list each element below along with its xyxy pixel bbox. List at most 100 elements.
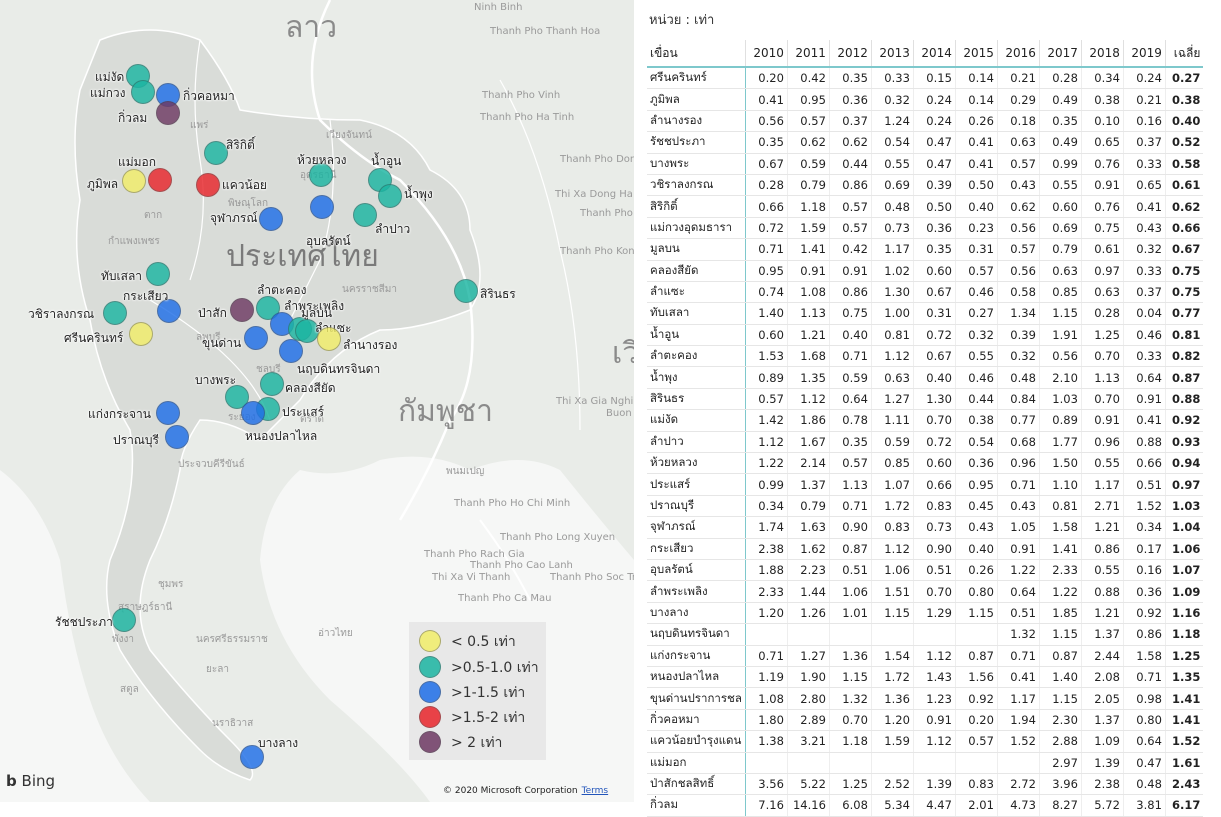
table-row[interactable]: สิริกิติ์ 0.66 1.18 0.57 0.48 0.50 0.40 0.62 0.6… bbox=[647, 195, 1204, 218]
average-cell: 0.52 bbox=[1164, 131, 1204, 154]
year-value-cell: 2.80 bbox=[787, 687, 830, 710]
table-row[interactable]: ศรีนครินทร์ 0.20 0.42 0.35 0.33 0.15 0.14 0.21 0… bbox=[647, 67, 1204, 90]
dam-marker[interactable] bbox=[156, 401, 180, 425]
bing-logo[interactable]: b Bing bbox=[6, 772, 55, 790]
table-row[interactable]: วชิราลงกรณ 0.28 0.79 0.86 0.69 0.39 0.50 0.43 0.… bbox=[647, 174, 1204, 197]
table-row[interactable]: ลำแซะ 0.74 1.08 0.86 1.30 0.67 0.46 0.58 0.85 0.6… bbox=[647, 281, 1204, 304]
year-value-cell: 2.38 bbox=[745, 538, 788, 560]
dam-marker[interactable] bbox=[279, 339, 303, 363]
dam-marker[interactable] bbox=[260, 372, 284, 396]
dam-marker[interactable] bbox=[309, 163, 333, 187]
year-value-cell: 0.58 bbox=[997, 281, 1040, 304]
table-row[interactable]: สิรินธร 0.57 1.12 0.64 1.27 1.30 0.44 0.84 1.03 0… bbox=[647, 388, 1204, 411]
table-row[interactable]: หนองปลาไหล 1.19 1.90 1.15 1.72 1.43 1.56 0.41 1.… bbox=[647, 666, 1204, 689]
table-row[interactable]: ลำนางรอง 0.56 0.57 0.37 1.24 0.24 0.26 0.18 0.35… bbox=[647, 110, 1204, 133]
column-header-average[interactable]: เฉลี่ย bbox=[1164, 40, 1204, 68]
table-row[interactable]: มูลบน 0.71 1.41 0.42 1.17 0.35 0.31 0.57 0.79 0.6… bbox=[647, 238, 1204, 261]
column-header-year[interactable]: 2011 bbox=[787, 40, 830, 68]
dam-marker[interactable] bbox=[230, 298, 254, 322]
legend-label: >1.5-2 เท่า bbox=[451, 710, 526, 726]
dam-marker[interactable] bbox=[148, 168, 172, 192]
dam-marker[interactable] bbox=[129, 322, 153, 346]
dam-marker[interactable] bbox=[454, 279, 478, 303]
dam-marker[interactable] bbox=[165, 425, 189, 449]
dam-marker[interactable] bbox=[259, 207, 283, 231]
year-value-cell: 14.16 bbox=[787, 794, 830, 817]
column-header-year[interactable]: 2013 bbox=[871, 40, 914, 68]
table-row[interactable]: รัชชประภา 0.35 0.62 0.62 0.54 0.47 0.41 0.63 0.4… bbox=[647, 131, 1204, 154]
dam-marker[interactable] bbox=[146, 262, 170, 286]
dam-marker[interactable] bbox=[103, 301, 127, 325]
column-header-year[interactable]: 2016 bbox=[997, 40, 1040, 68]
year-value-cell: 0.92 bbox=[1123, 602, 1166, 625]
year-value-cell: 1.52 bbox=[1123, 495, 1166, 518]
column-header-year[interactable]: 2018 bbox=[1081, 40, 1124, 68]
table-row[interactable]: ทับเสลา 1.40 1.13 0.75 1.00 0.31 0.27 1.34 1.15 0… bbox=[647, 302, 1204, 325]
table-row[interactable]: ปราณบุรี 0.34 0.79 0.71 1.72 0.83 0.45 0.43 0.81… bbox=[647, 495, 1204, 518]
table-row[interactable]: บางพระ 0.67 0.59 0.44 0.55 0.47 0.41 0.57 0.99 0.… bbox=[647, 153, 1204, 175]
dam-marker[interactable] bbox=[112, 608, 136, 632]
table-row[interactable]: อุบลรัตน์ 1.88 2.23 0.51 1.06 0.51 0.26 1.22 2.3… bbox=[647, 559, 1204, 582]
dam-marker[interactable] bbox=[156, 101, 180, 125]
dam-marker[interactable] bbox=[196, 173, 220, 197]
map-place-label: Thanh Pho Cao Lanh bbox=[470, 560, 573, 571]
dam-marker[interactable] bbox=[378, 184, 402, 208]
dam-marker[interactable] bbox=[131, 80, 155, 104]
column-header-year[interactable]: 2015 bbox=[955, 40, 998, 68]
dam-marker[interactable] bbox=[157, 299, 181, 323]
year-value-cell: 0.69 bbox=[1039, 217, 1082, 240]
table-row[interactable]: ขุนด่านปราการชล 1.08 2.80 1.32 1.36 1.23 0.92 1… bbox=[647, 687, 1204, 710]
table-row[interactable]: ลำปาว 1.12 1.67 0.35 0.59 0.72 0.54 0.68 1.77 0.9… bbox=[647, 431, 1204, 454]
year-value-cell: 0.71 bbox=[829, 495, 872, 518]
column-header-year[interactable]: 2010 bbox=[745, 40, 788, 68]
table-row[interactable]: ห้วยหลวง 1.22 2.14 0.57 0.85 0.60 0.36 0.96 1.50… bbox=[647, 452, 1204, 475]
dam-marker[interactable] bbox=[204, 141, 228, 165]
year-value-cell: 0.42 bbox=[829, 238, 872, 261]
unit-label: หน่วย : เท่า bbox=[649, 13, 715, 28]
table-row[interactable]: นฤบดินทรจินดา 1.32 1.15 1.37 0.86 1.18 bbox=[647, 623, 1204, 646]
table-row[interactable]: แม่งัด 1.42 1.86 0.78 1.11 0.70 0.38 0.77 0.89 0.… bbox=[647, 409, 1204, 432]
year-value-cell: 0.56 bbox=[745, 110, 788, 133]
table-row[interactable]: บางลาง 1.20 1.26 1.01 1.15 1.29 1.15 0.51 1.85 1.… bbox=[647, 602, 1204, 625]
dam-marker[interactable] bbox=[317, 327, 341, 351]
table-row[interactable]: แม่กวงอุดมธารา 0.72 1.59 0.57 0.73 0.36 0.23 0.… bbox=[647, 217, 1204, 240]
table-row[interactable]: กระเสียว 2.38 1.62 0.87 1.12 0.90 0.40 0.91 1.41… bbox=[647, 538, 1204, 560]
table-row[interactable]: แม่มอก 2.97 1.39 0.47 1.61 bbox=[647, 752, 1204, 774]
column-header-dam[interactable]: เขื่อน bbox=[647, 40, 746, 68]
column-header-year[interactable]: 2012 bbox=[829, 40, 872, 68]
dam-marker[interactable] bbox=[244, 326, 268, 350]
dam-marker[interactable] bbox=[310, 195, 334, 219]
year-value-cell: 0.14 bbox=[955, 67, 998, 90]
dam-marker[interactable] bbox=[295, 319, 319, 343]
table-row[interactable]: ภูมิพล 0.41 0.95 0.36 0.32 0.24 0.14 0.29 0.49 0.… bbox=[647, 88, 1204, 111]
terms-link[interactable]: Terms bbox=[581, 786, 609, 796]
table-row[interactable]: ลำพระเพลิง 2.33 1.44 1.06 1.51 0.70 0.80 0.64 1.… bbox=[647, 580, 1204, 603]
dam-marker[interactable] bbox=[122, 169, 146, 193]
year-value-cell: 2.10 bbox=[1039, 366, 1082, 389]
year-value-cell: 0.35 bbox=[913, 238, 956, 261]
table-row[interactable]: กิ่วคอหมา 1.80 2.89 0.70 1.20 0.91 0.20 1.94 2.3… bbox=[647, 709, 1204, 732]
table-row[interactable]: ป่าสักชลสิทธิ์ 3.56 5.22 1.25 2.52 1.39 0.83 2.… bbox=[647, 773, 1204, 796]
table-row[interactable]: ลำตะคอง 1.53 1.68 0.71 1.12 0.67 0.55 0.32 0.56 0… bbox=[647, 345, 1204, 368]
dam-marker[interactable] bbox=[353, 203, 377, 227]
dam-label: แม่มอก bbox=[118, 155, 157, 169]
dam-map[interactable]: ลาว ประเทศไทย กัมพูชา เวี Ninh Binh Thanh… bbox=[0, 0, 634, 802]
table-row[interactable]: น้ำพุง 0.89 1.35 0.59 0.63 0.40 0.46 0.48 2.10 1.… bbox=[647, 366, 1204, 389]
column-header-year[interactable]: 2019 bbox=[1123, 40, 1166, 68]
dam-marker[interactable] bbox=[240, 745, 264, 769]
average-cell: 1.52 bbox=[1164, 730, 1204, 753]
dam-marker[interactable] bbox=[241, 401, 265, 425]
year-value-cell: 1.52 bbox=[997, 730, 1040, 753]
column-header-year[interactable]: 2017 bbox=[1039, 40, 1082, 68]
table-row[interactable]: ประแสร์ 0.99 1.37 1.13 1.07 0.66 0.95 0.71 1.10 1… bbox=[647, 473, 1204, 496]
year-value-cell: 0.72 bbox=[745, 217, 788, 240]
table-row[interactable]: แก่งกระจาน 0.71 1.27 1.36 1.54 1.12 0.87 0.71 0.… bbox=[647, 645, 1204, 667]
column-header-year[interactable]: 2014 bbox=[913, 40, 956, 68]
table-row[interactable]: กิ่วลม 7.16 14.16 6.08 5.34 4.47 2.01 4.73 8.27 5… bbox=[647, 794, 1204, 817]
table-row[interactable]: น้ำอูน 0.60 1.21 0.40 0.81 0.72 0.32 0.39 1.91 1.… bbox=[647, 324, 1204, 347]
table-row[interactable]: แควน้อยบำรุงแดน 1.38 3.21 1.18 1.59 1.12 0.57 1… bbox=[647, 730, 1204, 753]
average-cell: 0.93 bbox=[1164, 431, 1204, 454]
table-row[interactable]: จุฬาภรณ์ 1.74 1.63 0.90 0.83 0.73 0.43 1.05 1.58… bbox=[647, 516, 1204, 539]
year-value-cell: 0.69 bbox=[871, 174, 914, 197]
table-row[interactable]: คลองสียัด 0.95 0.91 0.91 1.02 0.60 0.57 0.56 0.6… bbox=[647, 260, 1204, 282]
